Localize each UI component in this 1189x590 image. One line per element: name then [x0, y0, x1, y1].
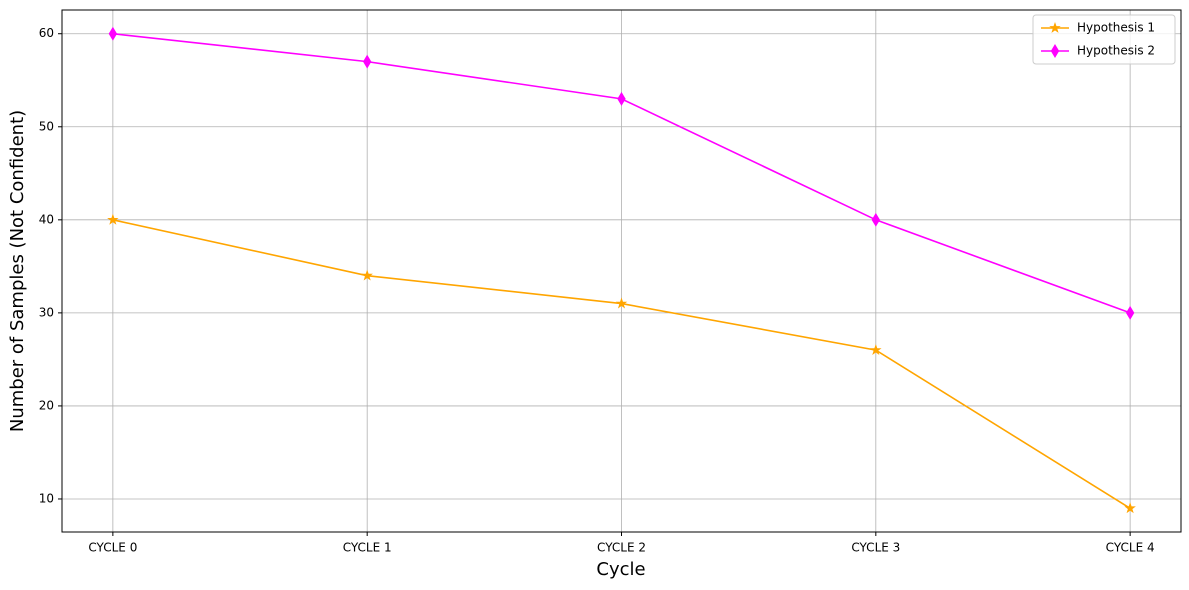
- legend-label: Hypothesis 1: [1077, 21, 1155, 35]
- x-axis-label: Cycle: [596, 559, 645, 580]
- point-marker: [108, 26, 118, 41]
- point-marker: [1124, 502, 1136, 514]
- x-tick-label: CYCLE 1: [343, 541, 392, 555]
- x-tick-label: CYCLE 2: [597, 541, 646, 555]
- y-tick-label: 10: [39, 491, 54, 505]
- plot-frame: [61, 9, 1182, 533]
- x-tick-label: CYCLE 0: [88, 541, 137, 555]
- y-tick-label: 50: [39, 119, 54, 133]
- x-tick-label: CYCLE 3: [851, 541, 900, 555]
- point-marker: [617, 91, 626, 106]
- point-marker: [362, 54, 372, 69]
- legend-marker: [1049, 21, 1061, 33]
- legend-marker: [1050, 44, 1060, 58]
- point-marker: [107, 213, 119, 225]
- y-tick-label: 20: [39, 398, 54, 412]
- legend-label: Hypothesis 2: [1077, 44, 1155, 58]
- y-tick-label: 30: [39, 305, 54, 319]
- point-marker: [361, 269, 373, 281]
- y-tick-label: 40: [39, 212, 54, 226]
- point-marker: [870, 344, 882, 355]
- point-marker: [871, 212, 881, 227]
- x-tick-label: CYCLE 4: [1106, 541, 1155, 555]
- point-marker: [1125, 305, 1135, 320]
- point-marker: [615, 297, 628, 309]
- legend: Hypothesis 1 Hypothesis 2: [1032, 14, 1176, 65]
- y-axis-label: Number of Samples (Not Confident): [7, 110, 28, 432]
- y-tick-label: 60: [39, 26, 54, 40]
